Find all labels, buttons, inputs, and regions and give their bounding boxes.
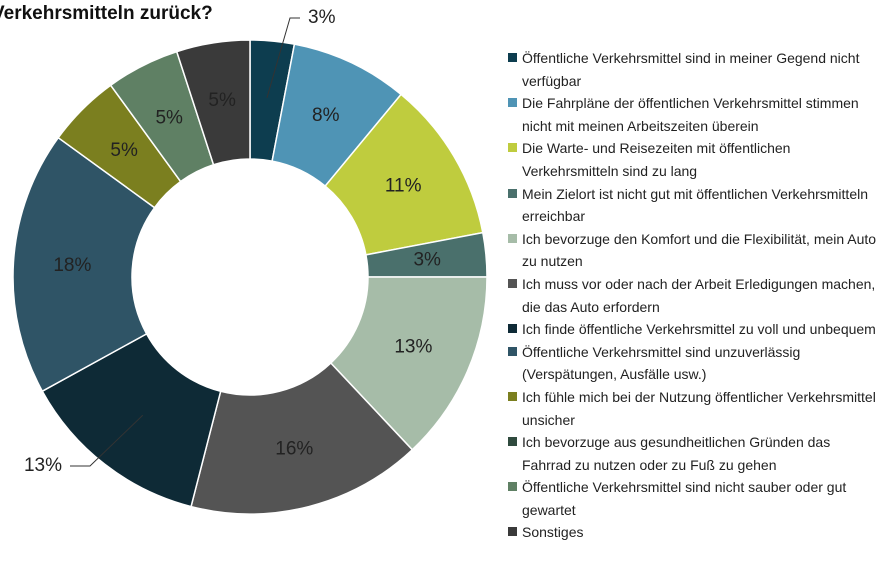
- value-label: 3%: [413, 249, 441, 270]
- legend-swatch: [508, 324, 517, 334]
- legend-label: Öffentliche Verkehrsmittel sind in meine…: [522, 50, 860, 89]
- legend-item: Ich fühle mich bei der Nutzung öffentlic…: [506, 386, 878, 431]
- legend-item: Ich muss vor oder nach der Arbeit Erledi…: [506, 273, 878, 318]
- leader-line: [70, 414, 144, 467]
- value-label: 8%: [312, 105, 340, 126]
- legend-label: Die Fahrpläne der öffentlichen Verkehrsm…: [522, 95, 859, 134]
- legend-item: Öffentliche Verkehrsmittel sind in meine…: [506, 47, 878, 92]
- legend-label: Öffentliche Verkehrsmittel sind unzuverl…: [522, 343, 801, 383]
- legend-label: Ich fühle mich bei der Nutzung öffentlic…: [522, 388, 876, 428]
- legend-item: Die Fahrpläne der öffentlichen Verkehrsm…: [506, 92, 878, 137]
- legend-item: Öffentliche Verkehrsmittel sind nicht sa…: [506, 476, 878, 521]
- legend-label: Ich finde öffentliche Verkehrsmittel zu …: [522, 321, 876, 338]
- legend-swatch: [508, 53, 517, 62]
- value-label: 13%: [24, 455, 62, 476]
- legend-swatch: [508, 143, 517, 153]
- slice: [41, 332, 222, 508]
- legend-item: Sonstiges: [506, 521, 878, 544]
- legend-swatch: [508, 346, 517, 356]
- legend-label: Die Warte- und Reisezeiten mit öffentlic…: [522, 140, 791, 179]
- legend-swatch: [508, 233, 517, 243]
- legend-swatch: [508, 482, 517, 492]
- legend-swatch: [508, 437, 517, 447]
- legend-item: Öffentliche Verkehrsmittel sind unzuverl…: [506, 341, 878, 386]
- legend-label: Ich muss vor oder nach der Arbeit Erledi…: [522, 275, 876, 315]
- legend-item: Ich finde öffentliche Verkehrsmittel zu …: [506, 318, 878, 341]
- value-label: 13%: [394, 337, 432, 358]
- legend: Öffentliche Verkehrsmittel sind in meine…: [506, 47, 878, 544]
- slice: [12, 136, 156, 393]
- legend-label: Öffentliche Verkehrsmittel sind nicht sa…: [522, 479, 847, 518]
- legend-item: Die Warte- und Reisezeiten mit öffentlic…: [506, 137, 878, 182]
- slice: [329, 276, 488, 451]
- value-label: 16%: [275, 438, 313, 459]
- legend-swatch: [508, 527, 517, 537]
- legend-label: Mein Zielort ist nicht gut mit öffentlic…: [522, 185, 869, 225]
- legend-item: Mein Zielort ist nicht gut mit öffentlic…: [506, 183, 878, 228]
- value-label: 5%: [110, 140, 138, 161]
- legend-swatch: [508, 98, 517, 108]
- legend-swatch: [508, 188, 517, 198]
- legend-item: Ich bevorzuge den Komfort und die Flexib…: [506, 228, 878, 273]
- legend-label: Sonstiges: [522, 524, 584, 541]
- leader-line: [266, 17, 300, 98]
- legend-label: Ich bevorzuge aus gesundheitlichen Gründ…: [522, 434, 831, 473]
- legend-swatch: [508, 278, 517, 288]
- value-label: 5%: [155, 107, 183, 128]
- chart-title: Verkehrsmitteln zurück?: [0, 3, 213, 24]
- legend-label: Ich bevorzuge den Komfort und die Flexib…: [522, 230, 877, 270]
- slice: [190, 361, 414, 515]
- value-label: 18%: [53, 255, 91, 276]
- legend-swatch: [508, 391, 517, 401]
- value-label: 3%: [308, 7, 336, 28]
- slice: [175, 39, 251, 166]
- value-label: 5%: [208, 90, 236, 111]
- legend-item: Ich bevorzuge aus gesundheitlichen Gründ…: [506, 431, 878, 476]
- value-label: 11%: [385, 175, 422, 196]
